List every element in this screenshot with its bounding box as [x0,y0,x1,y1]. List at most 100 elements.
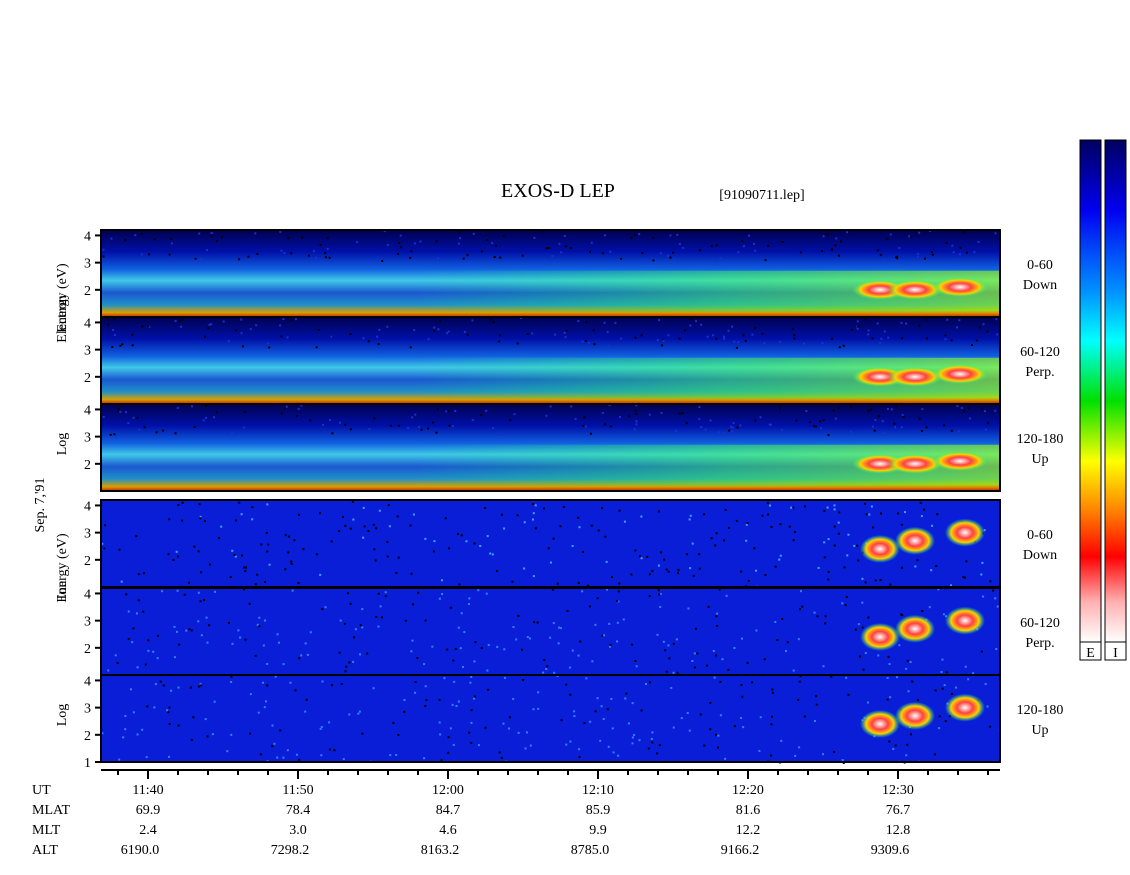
speckle [101,542,104,545]
speckle [449,606,452,609]
speckle [205,616,208,619]
speckle [647,747,650,750]
speckle [814,425,817,428]
speckle [384,591,387,594]
speckle [590,241,593,244]
speckle [627,722,630,725]
speckle [132,416,135,419]
speckle [916,559,919,562]
speckle [577,654,580,657]
speckle [931,253,934,256]
speckle [473,542,476,545]
speckle [241,345,244,348]
speckle [662,340,665,343]
speckle [687,607,690,610]
speckle [113,318,116,321]
speckle [386,555,389,558]
speckle [486,238,489,241]
speckle [739,716,742,719]
speckle [440,759,443,762]
speckle [778,340,781,343]
speckle [676,671,679,674]
speckle [925,426,928,429]
speckle [813,719,816,722]
speckle [984,410,987,413]
speckle [321,607,324,610]
speckle [609,250,612,253]
speckle [581,590,584,593]
speckle [152,650,155,653]
speckle [358,710,361,713]
speckle [284,534,287,537]
spectrogram-overlay [101,444,1000,486]
speckle [928,230,931,233]
speckle [736,426,739,429]
speckle [297,407,300,410]
speckle [971,343,974,346]
speckle [294,689,297,692]
speckle [797,698,800,701]
speckle [689,324,692,327]
speckle [377,343,380,346]
speckle [989,725,992,728]
speckle [438,698,441,701]
speckle [466,333,469,336]
speckle [348,713,351,716]
speckle [284,568,287,571]
speckle [718,588,721,591]
speckle [487,688,490,691]
speckle [901,413,904,416]
speckle [234,555,237,558]
speckle [564,336,567,339]
y-tick-label: 2 [84,284,91,299]
speckle [889,583,892,586]
speckle [709,702,712,705]
speckle [611,727,614,730]
speckle [631,736,634,739]
speckle [582,550,585,553]
speckle [695,320,698,323]
speckle [744,339,747,342]
speckle [754,249,757,252]
speckle [716,612,719,615]
speckle [386,325,389,328]
speckle [616,599,619,602]
speckle [378,328,381,331]
speckle [880,512,883,515]
speckle [867,616,870,619]
speckle [279,230,282,233]
speckle [516,514,519,517]
speckle [177,503,180,506]
speckle [523,521,526,524]
speckle [234,329,237,332]
speckle [640,515,643,518]
x-tick-label: 11:50 [282,783,313,798]
speckle [678,243,681,246]
speckle [343,622,346,625]
speckle [496,645,499,648]
speckle [981,407,984,410]
speckle [672,642,675,645]
speckle [140,253,143,256]
speckle [460,612,463,615]
speckle [631,643,634,646]
speckle [635,665,638,668]
speckle [407,426,410,429]
speckle [994,232,997,235]
y-tick-label: 3 [84,702,91,717]
x-tick-label: 12:30 [882,783,914,798]
speckle [516,342,519,345]
speckle [499,256,502,259]
speckle [739,424,742,427]
speckle [162,684,165,687]
speckle [194,257,197,260]
speckle [471,319,474,322]
speckle [563,331,566,334]
speckle [638,555,641,558]
speckle [583,722,586,725]
speckle [240,513,243,516]
speckle [603,234,606,237]
speckle [512,697,515,700]
speckle [560,719,563,722]
